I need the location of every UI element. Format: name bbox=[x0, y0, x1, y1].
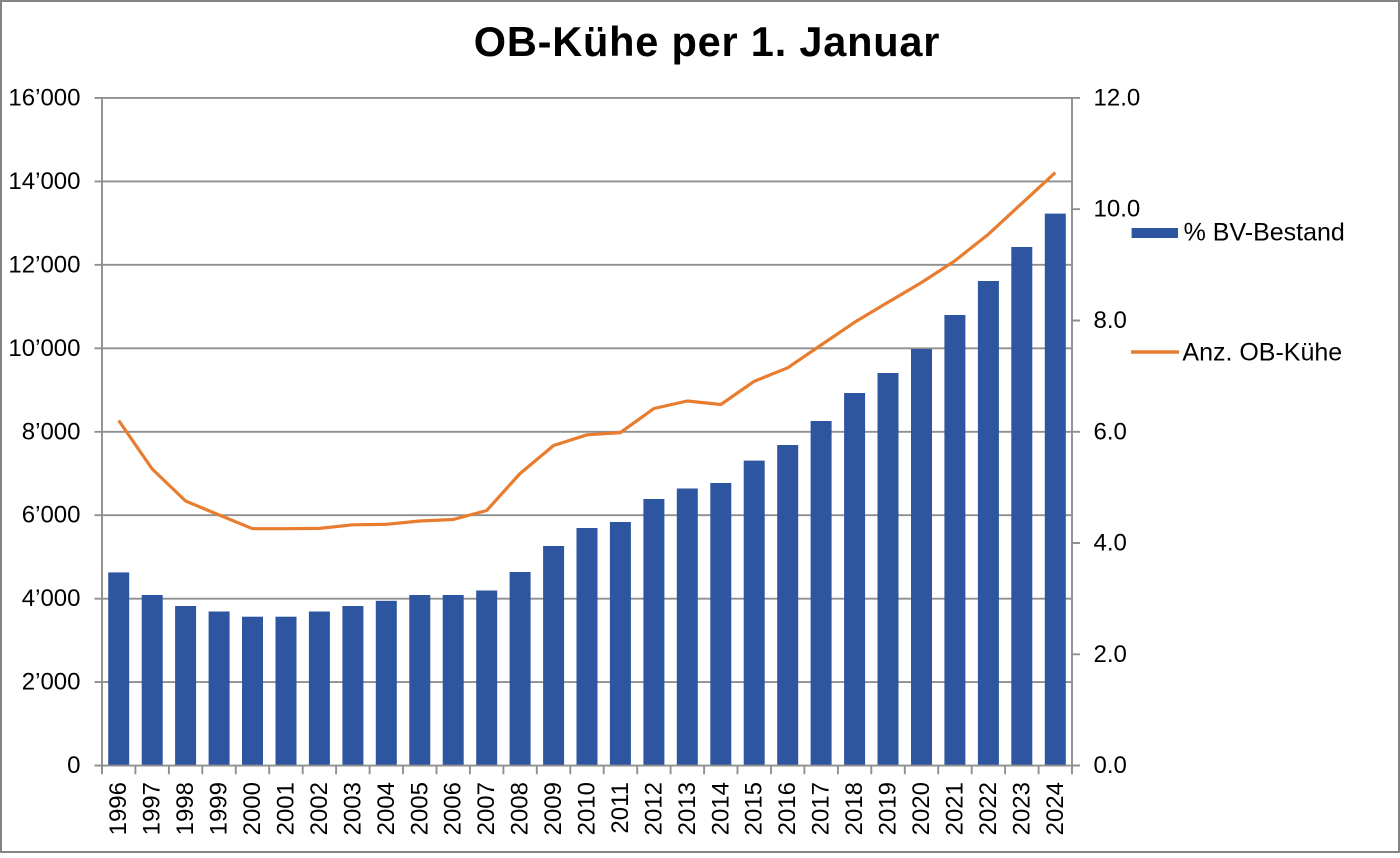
svg-text:2.0: 2.0 bbox=[1094, 641, 1127, 668]
svg-text:2012: 2012 bbox=[640, 782, 667, 835]
svg-text:2017: 2017 bbox=[808, 782, 835, 835]
svg-text:2011: 2011 bbox=[607, 782, 634, 834]
svg-text:0: 0 bbox=[67, 752, 80, 779]
svg-text:12.0: 12.0 bbox=[1094, 84, 1141, 111]
svg-text:2005: 2005 bbox=[406, 782, 433, 835]
svg-text:2009: 2009 bbox=[540, 782, 567, 835]
svg-text:Anz. OB-Kühe: Anz. OB-Kühe bbox=[1182, 339, 1342, 367]
svg-text:2015: 2015 bbox=[741, 782, 768, 835]
svg-text:4.0: 4.0 bbox=[1094, 530, 1127, 557]
svg-text:6’000: 6’000 bbox=[22, 502, 81, 529]
svg-text:2002: 2002 bbox=[306, 782, 333, 835]
svg-text:2003: 2003 bbox=[339, 782, 366, 835]
svg-text:10’000: 10’000 bbox=[8, 335, 80, 362]
svg-text:2020: 2020 bbox=[908, 782, 935, 835]
svg-text:2022: 2022 bbox=[975, 782, 1002, 835]
svg-text:2024: 2024 bbox=[1042, 782, 1069, 835]
svg-text:2001: 2001 bbox=[273, 782, 300, 835]
svg-text:1999: 1999 bbox=[206, 782, 233, 835]
svg-text:2007: 2007 bbox=[473, 782, 500, 835]
svg-text:2000: 2000 bbox=[239, 782, 266, 835]
svg-text:1998: 1998 bbox=[172, 782, 199, 835]
svg-text:2’000: 2’000 bbox=[22, 669, 81, 696]
svg-text:2023: 2023 bbox=[1008, 782, 1035, 835]
svg-text:2021: 2021 bbox=[941, 782, 968, 835]
svg-text:2016: 2016 bbox=[774, 782, 801, 835]
svg-text:2019: 2019 bbox=[875, 782, 902, 835]
svg-text:1996: 1996 bbox=[105, 782, 132, 835]
svg-text:% BV-Bestand: % BV-Bestand bbox=[1184, 219, 1345, 247]
svg-text:2004: 2004 bbox=[373, 782, 400, 835]
svg-text:2006: 2006 bbox=[440, 782, 467, 835]
svg-text:1997: 1997 bbox=[139, 782, 166, 835]
svg-text:8.0: 8.0 bbox=[1094, 307, 1127, 334]
svg-text:OB-Kühe per 1. Januar: OB-Kühe per 1. Januar bbox=[474, 18, 941, 65]
svg-text:8’000: 8’000 bbox=[22, 418, 81, 445]
svg-text:2018: 2018 bbox=[841, 782, 868, 835]
svg-text:2008: 2008 bbox=[507, 782, 534, 835]
svg-text:4’000: 4’000 bbox=[22, 585, 81, 612]
svg-text:2014: 2014 bbox=[707, 782, 734, 835]
svg-text:10.0: 10.0 bbox=[1094, 196, 1141, 223]
svg-text:16’000: 16’000 bbox=[8, 84, 80, 111]
svg-text:2010: 2010 bbox=[574, 782, 601, 835]
svg-text:14’000: 14’000 bbox=[8, 168, 80, 195]
svg-text:0.0: 0.0 bbox=[1094, 752, 1127, 779]
svg-text:6.0: 6.0 bbox=[1094, 418, 1127, 445]
svg-text:2013: 2013 bbox=[674, 782, 701, 835]
svg-text:12’000: 12’000 bbox=[8, 251, 80, 278]
